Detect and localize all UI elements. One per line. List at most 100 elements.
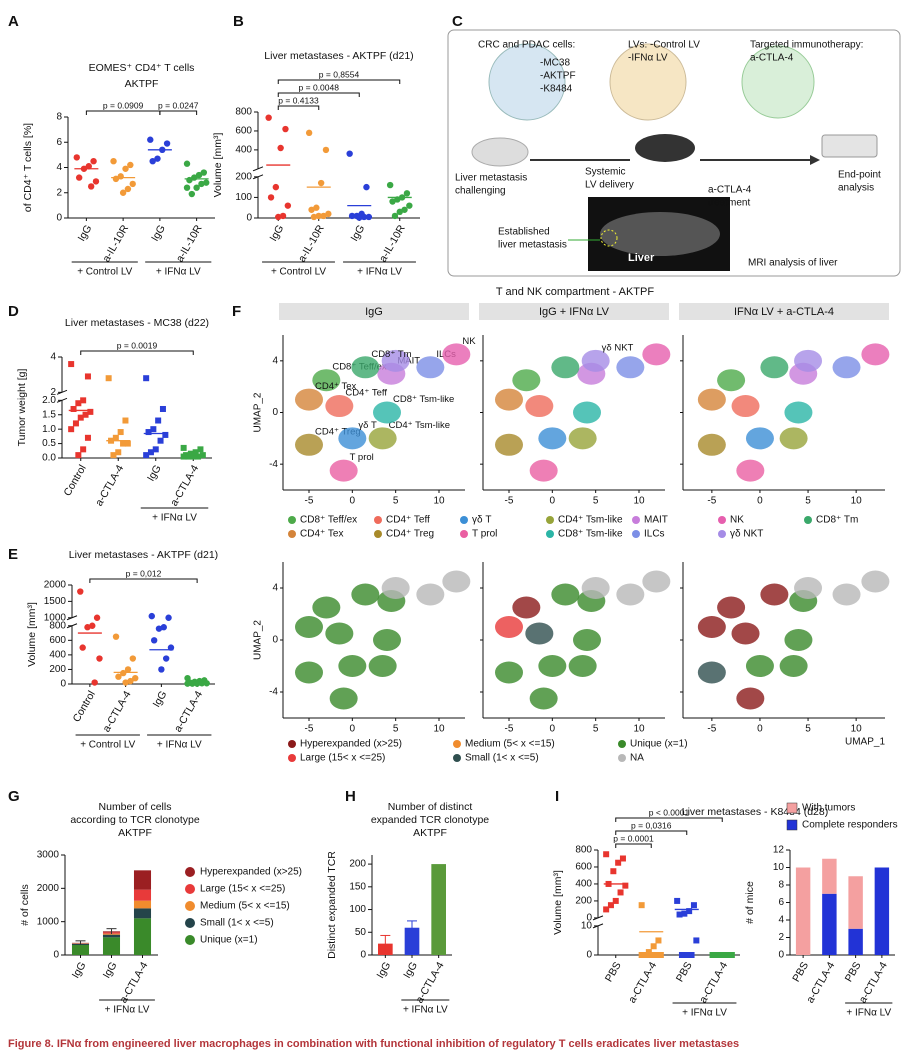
chart-title: Liver metastases - MC38 (d22) (65, 317, 209, 329)
data-point (275, 213, 282, 221)
x-tick-label: -5 (305, 496, 314, 507)
cluster-blob (373, 401, 401, 424)
legend-label: CD4⁺ Teff (386, 515, 430, 526)
cluster-blob (495, 661, 523, 684)
legend-marker (288, 530, 296, 538)
data-point (346, 150, 353, 157)
lv-icon (609, 43, 687, 121)
data-point (91, 679, 98, 686)
p-bracket (615, 817, 723, 822)
cluster-blob (794, 349, 823, 372)
y-tick-label: 4 (56, 162, 62, 173)
cluster-blob (736, 459, 765, 482)
data-point (690, 902, 697, 909)
p-value: p = 0.4133 (278, 95, 319, 105)
data-point (72, 420, 79, 427)
cluster-blob (861, 343, 890, 366)
data-point (87, 183, 95, 190)
legend-label: NA (630, 753, 644, 764)
panel-letter: G (8, 788, 20, 805)
data-point (396, 208, 403, 216)
cluster-blob (717, 596, 746, 619)
y-tick-label: 150 (349, 881, 366, 892)
antibody-icon (741, 45, 815, 119)
x-tick-label: a-CTLA-4 (172, 689, 205, 735)
y-tick-label: 1500 (44, 596, 67, 607)
diagram-text: Liver metastasis (455, 173, 527, 184)
axis-break (252, 166, 264, 172)
p-bracket (615, 843, 652, 848)
x-tick-label: 0 (550, 724, 556, 735)
x-tick-label: 0 (350, 496, 356, 507)
y-tick-label: 6 (56, 137, 62, 148)
y-tick-label: 0 (56, 213, 62, 224)
cluster-blob (616, 583, 645, 606)
cluster-blob (312, 369, 341, 392)
data-point (612, 897, 619, 904)
y-axis-label: Volume [mm³] (212, 133, 224, 198)
data-point (110, 452, 117, 459)
p-value: p = 0.0048 (299, 82, 340, 92)
cluster-blob (381, 577, 410, 599)
data-point (406, 202, 413, 209)
panel-header (479, 303, 669, 320)
legend-marker (185, 935, 195, 945)
data-point (183, 184, 191, 191)
y-tick-label: 0 (272, 407, 278, 418)
data-point (265, 114, 272, 121)
x-tick-label: PBS (790, 960, 811, 984)
data-point (73, 154, 80, 161)
y-tick-label: 0.5 (42, 438, 56, 449)
y-tick-label: 200 (235, 171, 252, 182)
p-bracket (277, 105, 320, 110)
data-point (84, 624, 91, 631)
data-point (155, 417, 162, 424)
y-tick-label: 8 (778, 880, 784, 891)
y-tick-label: 0 (778, 950, 784, 961)
legend-marker (288, 516, 296, 524)
y-axis-label: # of mice (744, 881, 756, 924)
x-tick-label: Control (61, 463, 88, 498)
panel-letter: H (345, 788, 356, 805)
data-point (310, 213, 318, 221)
data-point (157, 437, 164, 444)
y-tick-label: 1.0 (42, 424, 56, 435)
data-point (89, 622, 96, 629)
legend-marker (288, 740, 296, 748)
data-point (150, 637, 158, 644)
group-label: + IFNα LV (156, 267, 201, 278)
cluster-blob (551, 583, 580, 606)
cluster-label: CD4⁺ Treg (315, 426, 361, 437)
data-point (648, 952, 655, 958)
data-point (122, 679, 129, 686)
panel-title: IFNα LV + a-CTLA-4 (734, 306, 834, 318)
y-tick-label: 600 (235, 126, 252, 137)
x-tick-label: 0 (350, 724, 356, 735)
legend-label: Large (15< x <=25) (200, 884, 285, 895)
y-tick-label: 800 (575, 845, 592, 856)
bar-segment (795, 867, 811, 955)
bar-segment (102, 934, 121, 938)
data-point (386, 181, 394, 189)
diagram-text: CRC and PDAC cells: (478, 40, 575, 51)
axis-break (592, 923, 604, 929)
diagram-text: challenging (455, 186, 506, 197)
cluster-blob (338, 655, 367, 677)
cluster-blob (731, 622, 760, 645)
legend-label: Unique (x=1) (630, 739, 688, 750)
data-point (391, 212, 399, 220)
panel-letter: F (232, 303, 241, 320)
cluster-label: CD4⁺ Tsm-like (389, 420, 450, 431)
legend-label: Large (15< x <=25) (300, 753, 385, 764)
legend-marker (185, 867, 195, 877)
data-point (115, 673, 122, 680)
data-point (188, 190, 196, 198)
data-point (84, 434, 91, 441)
x-tick-label: a-CTLA-4 (117, 960, 150, 1006)
x-tick-label: 10 (633, 724, 645, 735)
y-tick-label: 0 (53, 950, 59, 961)
panel-title: IgG (365, 306, 383, 318)
cluster-blob (351, 583, 380, 606)
panel-letter: D (8, 303, 19, 320)
data-point (360, 213, 368, 221)
